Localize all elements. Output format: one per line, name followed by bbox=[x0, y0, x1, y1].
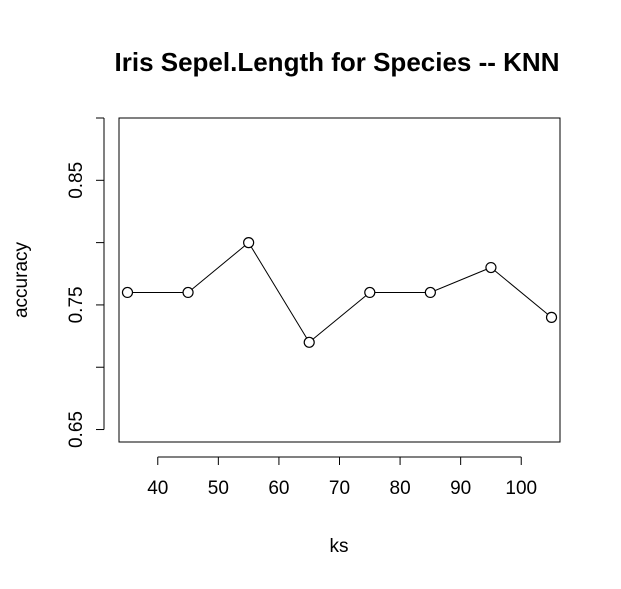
data-point bbox=[485, 261, 497, 274]
x-tick-label: 70 bbox=[329, 478, 350, 499]
data-point bbox=[182, 286, 194, 299]
chart-title: Iris Sepel.Length for Species -- KNN bbox=[115, 47, 560, 77]
y-tick-label: 0.75 bbox=[66, 286, 87, 323]
x-tick-label: 80 bbox=[390, 478, 411, 499]
x-tick-label: 100 bbox=[505, 478, 537, 499]
series-points bbox=[121, 237, 558, 348]
data-point bbox=[121, 286, 134, 299]
data-point bbox=[303, 336, 315, 348]
series-line bbox=[127, 241, 552, 344]
data-point bbox=[424, 286, 436, 299]
x-tick-label: 60 bbox=[268, 478, 289, 499]
x-axis: 40 50 60 70 80 90 100 bbox=[147, 456, 537, 499]
y-tick-label: 0.65 bbox=[66, 411, 87, 448]
x-axis-label: ks bbox=[330, 536, 349, 557]
y-axis: 0.65 0.75 0.85 bbox=[66, 117, 105, 448]
x-tick-label: 40 bbox=[147, 478, 168, 499]
data-point bbox=[243, 237, 255, 249]
y-tick-label: 0.85 bbox=[66, 162, 87, 199]
y-axis-label: accuracy bbox=[11, 241, 32, 318]
x-tick-label: 90 bbox=[450, 478, 471, 499]
x-tick-label: 50 bbox=[208, 478, 229, 499]
data-point bbox=[364, 286, 376, 299]
plot-area bbox=[118, 117, 561, 443]
data-point bbox=[545, 311, 558, 323]
